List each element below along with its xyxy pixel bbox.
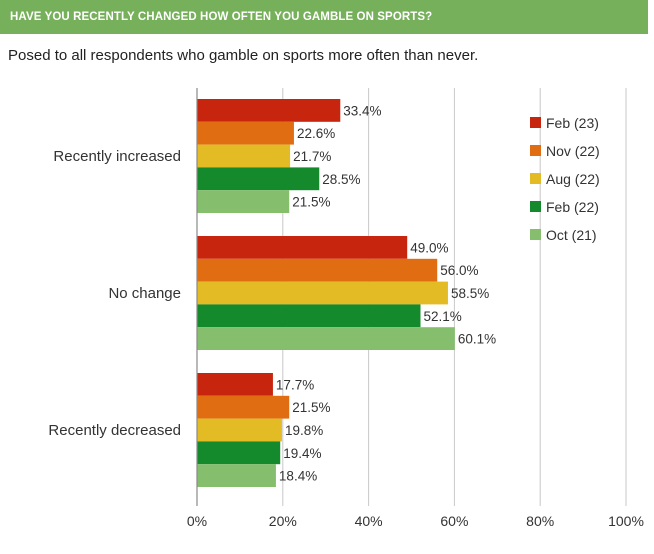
x-tick-label: 20% — [269, 513, 297, 529]
bar — [197, 121, 294, 145]
data-label: 49.0% — [410, 240, 448, 255]
legend-label: Nov (22) — [546, 143, 600, 159]
legend-swatch — [530, 173, 541, 184]
bar — [197, 99, 341, 122]
category-label: Recently decreased — [48, 422, 181, 439]
data-label: 56.0% — [440, 263, 478, 278]
data-label: 60.1% — [458, 332, 496, 347]
bar — [197, 441, 281, 465]
legend-swatch — [530, 229, 541, 240]
bar — [197, 167, 320, 191]
bar — [197, 190, 290, 213]
data-label: 19.8% — [285, 423, 323, 438]
legend-label: Aug (22) — [546, 171, 600, 187]
data-label: 22.6% — [297, 126, 335, 141]
bar — [197, 418, 282, 442]
data-label: 28.5% — [322, 172, 360, 187]
legend-label: Oct (21) — [546, 227, 597, 243]
x-tick-label: 100% — [608, 513, 644, 529]
bar — [197, 395, 290, 419]
chart-title-banner: HAVE YOU RECENTLY CHANGED HOW OFTEN YOU … — [0, 0, 648, 34]
bar — [197, 236, 408, 259]
bar — [197, 373, 273, 396]
chart-title: HAVE YOU RECENTLY CHANGED HOW OFTEN YOU … — [10, 11, 433, 23]
bar — [197, 281, 448, 305]
x-tick-label: 0% — [187, 513, 207, 529]
bar — [197, 327, 455, 350]
data-label: 18.4% — [279, 469, 317, 484]
data-label: 21.5% — [292, 195, 330, 210]
bar — [197, 258, 438, 282]
data-label: 17.7% — [276, 377, 314, 392]
data-label: 33.4% — [343, 103, 381, 118]
legend-label: Feb (22) — [546, 199, 599, 215]
data-label: 21.5% — [292, 400, 330, 415]
legend-label: Feb (23) — [546, 115, 599, 131]
category-label: Recently increased — [53, 148, 181, 165]
bar — [197, 304, 421, 328]
legend-swatch — [530, 145, 541, 156]
x-tick-label: 80% — [526, 513, 554, 529]
data-label: 52.1% — [424, 309, 462, 324]
x-tick-label: 60% — [440, 513, 468, 529]
bar — [197, 144, 291, 168]
legend-swatch — [530, 117, 541, 128]
data-label: 58.5% — [451, 286, 489, 301]
legend-swatch — [530, 201, 541, 212]
chart-subtitle: Posed to all respondents who gamble on s… — [8, 47, 479, 64]
x-tick-label: 40% — [355, 513, 383, 529]
category-label: No change — [108, 285, 181, 302]
data-label: 19.4% — [283, 446, 321, 461]
bar — [197, 464, 276, 487]
data-label: 21.7% — [293, 149, 331, 164]
